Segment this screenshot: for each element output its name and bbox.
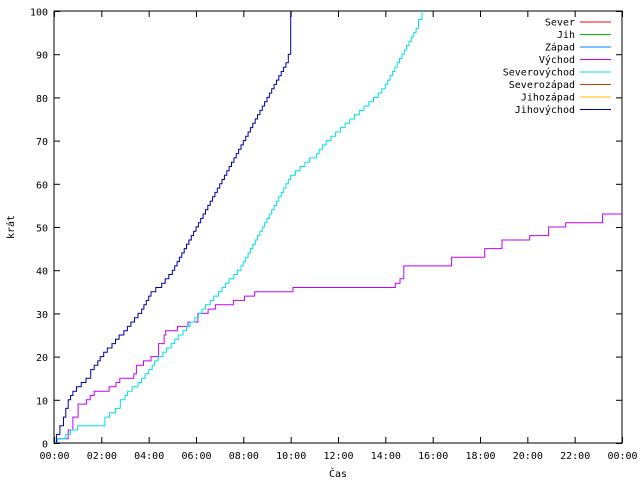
legend: SeverJihZápadVýchodSeverovýchodSeverozáp…: [503, 18, 611, 116]
y-tick-label: 20: [36, 353, 48, 364]
y-axis-label: krát: [5, 215, 17, 239]
y-tick-label: 40: [36, 267, 48, 278]
x-tick-label: 12:00: [323, 451, 353, 462]
x-tick-label: 20:00: [513, 451, 543, 462]
data-lines: [54, 11, 622, 443]
y-tick-label: 80: [36, 94, 48, 105]
y-tick-label: 10: [36, 396, 48, 407]
x-axis-label: Čas: [329, 467, 347, 480]
legend-label-severovychod: Severovýchod: [503, 67, 575, 79]
y-tick-label: 0: [42, 440, 48, 451]
x-tick-label: 04:00: [134, 451, 164, 462]
y-tick-label: 70: [36, 137, 48, 148]
x-tick-label: 00:00: [607, 451, 637, 462]
x-tick-label: 10:00: [276, 451, 306, 462]
x-tick-label: 00:00: [39, 451, 69, 462]
x-tick-label: 16:00: [418, 451, 448, 462]
y-tick-label: 60: [36, 180, 48, 191]
legend-label-sever: Sever: [545, 18, 575, 29]
x-tick-label: 22:00: [560, 451, 590, 462]
y-tick-label: 50: [36, 224, 48, 235]
series-line-severovychod: [54, 11, 423, 443]
x-tick-label: 14:00: [371, 451, 401, 462]
legend-label-zapad: Západ: [545, 42, 575, 54]
legend-label-jih: Jih: [557, 30, 575, 41]
x-tick-label: 18:00: [465, 451, 495, 462]
series-line-jihovychod: [54, 11, 292, 443]
x-tick-label: 02:00: [87, 451, 117, 462]
legend-label-jihozapad: Jihozápad: [521, 92, 575, 104]
x-tick-label: 08:00: [229, 451, 259, 462]
y-tick-label: 30: [36, 310, 48, 321]
x-tick-label: 06:00: [181, 451, 211, 462]
y-tick-label: 90: [36, 51, 48, 62]
legend-label-severozapad: Severozápad: [509, 79, 575, 91]
y-tick-label: 100: [30, 8, 48, 19]
legend-label-vychod: Východ: [539, 54, 575, 66]
legend-label-jihovychod: Jihovýchod: [515, 104, 575, 116]
series-line-vychod: [54, 213, 622, 443]
axis-ticks: 0 10 20 30 40 50 60 70 80 90 100 00:00 02:00 04:00 06:…: [30, 8, 638, 463]
